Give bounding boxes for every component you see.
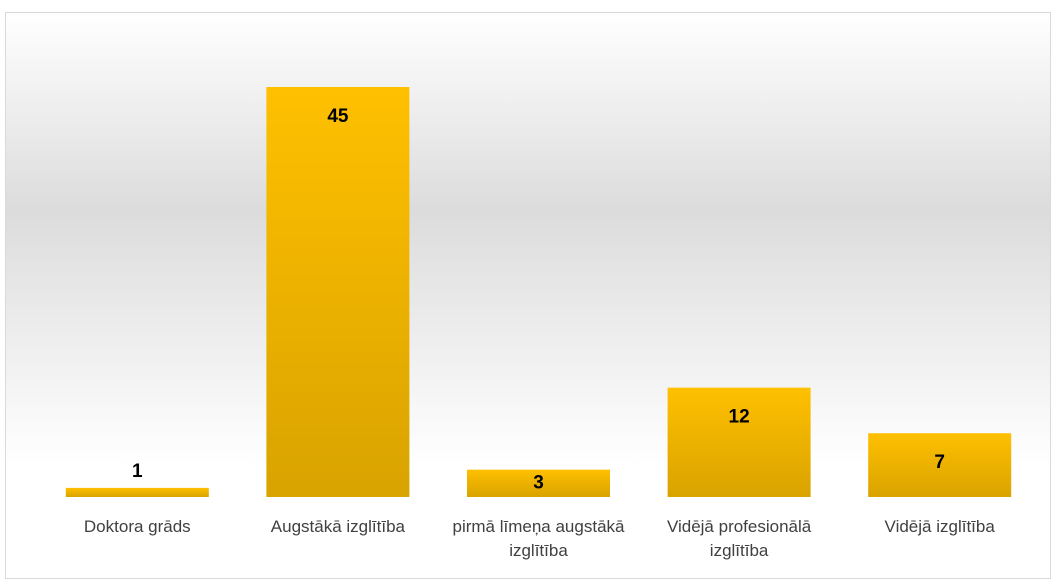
x-tick-label: Vidējā izglītība — [884, 517, 995, 536]
bar — [467, 469, 610, 497]
bar — [266, 87, 410, 497]
bar — [868, 433, 1012, 497]
data-label: 45 — [327, 106, 349, 127]
x-tick-label: pirmā līmeņa augstākā izglītība — [452, 517, 625, 560]
data-label: 3 — [533, 472, 544, 493]
x-tick-label: Augstākā izglītība — [270, 517, 405, 536]
x-tick-label: Doktora grāds — [83, 517, 191, 536]
data-label: 7 — [934, 452, 945, 473]
data-label: 1 — [132, 461, 143, 482]
bar — [65, 487, 209, 497]
bar — [667, 387, 811, 497]
data-label: 12 — [729, 407, 750, 428]
x-tick-label: Vidējā profesionālā izglītība — [666, 517, 812, 560]
